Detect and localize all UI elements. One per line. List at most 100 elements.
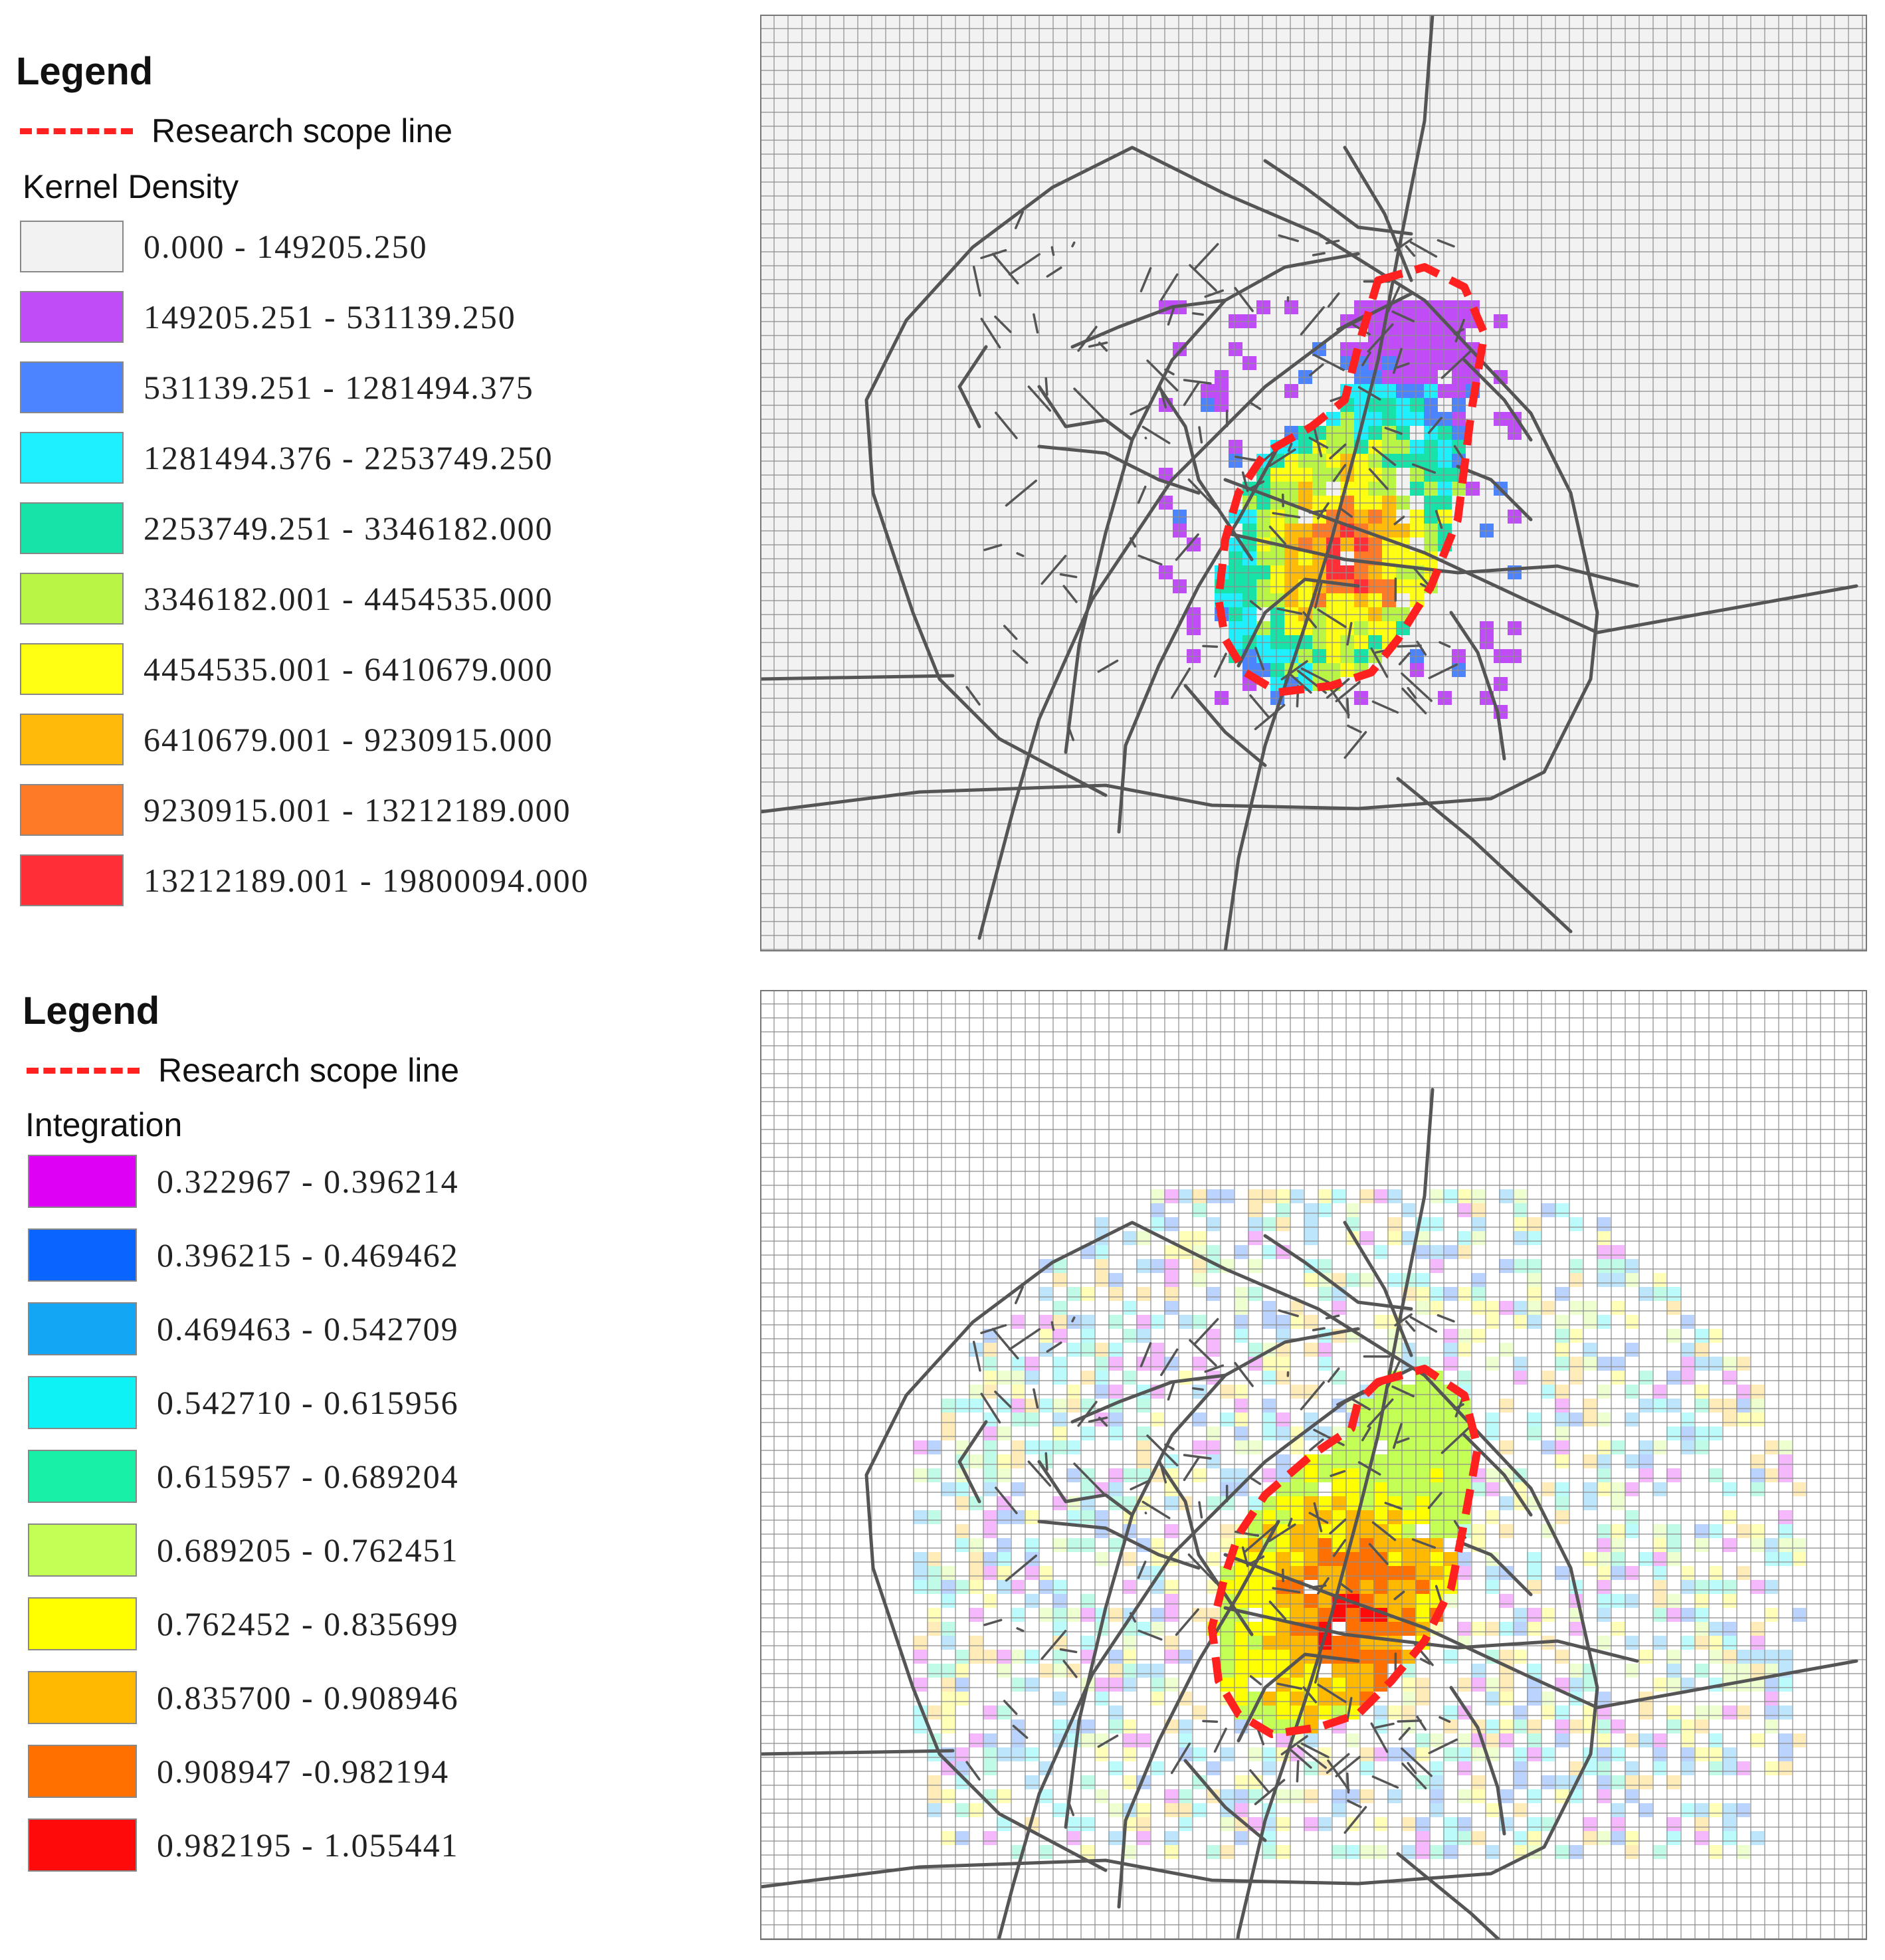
integration-cell (1527, 1747, 1541, 1761)
integration-cell (1150, 1315, 1164, 1329)
integration-cell (1415, 1399, 1429, 1413)
integration-cell (1652, 1399, 1666, 1413)
integration-cell (1359, 1761, 1373, 1775)
map-frame (760, 15, 1867, 951)
road (1037, 385, 1134, 442)
legend-class-row: 531139.251 - 1281494.375 (20, 361, 534, 413)
road (1237, 1652, 1360, 1743)
integration-cell (1401, 1426, 1415, 1440)
integration-cell (1457, 1231, 1471, 1245)
integration-cell (1262, 1552, 1276, 1566)
integration-cell (1080, 1482, 1094, 1496)
integration-cell (1457, 1733, 1471, 1747)
integration-cell (955, 1580, 969, 1594)
integration-cell (1052, 1259, 1066, 1273)
integration-cell (1471, 1664, 1485, 1678)
integration-cell (1443, 1552, 1457, 1566)
integration-cell (1680, 1315, 1694, 1329)
legend-swatch (20, 573, 124, 625)
road (1462, 358, 1533, 442)
integration-cell (1457, 1817, 1471, 1831)
integration-cell (1220, 1664, 1234, 1678)
integration-cell (1443, 1706, 1457, 1719)
integration-cell (1318, 1817, 1332, 1831)
minor-street (1411, 1538, 1437, 1549)
minor-street (1077, 1401, 1098, 1427)
integration-cell (1597, 1706, 1611, 1719)
integration-cell (1513, 1831, 1527, 1845)
minor-street (1068, 728, 1075, 741)
integration-cell (1080, 1775, 1094, 1789)
integration-cell (1108, 1413, 1122, 1426)
integration-cell (1248, 1287, 1262, 1301)
integration-cell (1443, 1496, 1457, 1510)
integration-cell (1611, 1440, 1625, 1454)
integration-cell (1597, 1580, 1611, 1594)
integration-cell (1485, 1510, 1499, 1524)
integration-cell (1499, 1301, 1513, 1315)
integration-cell (997, 1552, 1011, 1566)
integration-cell (1680, 1426, 1694, 1440)
legend-class-label: 9230915.001 - 13212189.000 (144, 791, 571, 829)
integration-cell (1262, 1399, 1276, 1413)
integration-cell (1625, 1259, 1638, 1273)
integration-cell (1555, 1440, 1569, 1454)
integration-cell (1052, 1426, 1066, 1440)
legend-subtitle: Integration (25, 1106, 183, 1143)
integration-cell (1290, 1566, 1304, 1580)
integration-cell (1694, 1719, 1708, 1733)
road (957, 345, 988, 429)
minor-street (1005, 1554, 1037, 1582)
integration-cell (1471, 1203, 1485, 1217)
minor-street (1244, 1524, 1276, 1553)
integration-cell (941, 1413, 955, 1426)
integration-cell (1429, 1510, 1443, 1524)
integration-cell (1066, 1385, 1080, 1399)
minor-street (1453, 328, 1464, 336)
minor-street (965, 1761, 981, 1781)
integration-cell (1750, 1524, 1764, 1538)
road (1456, 1539, 1533, 1597)
integration-cell (1694, 1538, 1708, 1552)
integration-cell (1485, 1803, 1499, 1817)
integration-cell (1345, 1664, 1359, 1678)
legend-class-row: 0.762452 - 0.835699 (28, 1597, 459, 1650)
integration-cell (1792, 1482, 1806, 1496)
integration-cell (1597, 1217, 1611, 1231)
integration-cell (1359, 1189, 1373, 1203)
research-scope-line (1208, 1365, 1482, 1738)
integration-cell (1443, 1524, 1457, 1538)
integration-cell (1666, 1817, 1680, 1831)
integration-cell (1597, 1273, 1611, 1287)
integration-cell (1680, 1371, 1694, 1385)
integration-cell (1108, 1538, 1122, 1552)
integration-cell (1778, 1678, 1792, 1692)
minor-street (1167, 307, 1175, 326)
integration-cell (1122, 1678, 1136, 1692)
integration-cell (1597, 1538, 1611, 1552)
integration-cell (1136, 1315, 1150, 1329)
integration-cell (1304, 1217, 1318, 1231)
minor-street (1175, 533, 1199, 561)
legend-swatch (28, 1228, 137, 1282)
integration-cell (1708, 1426, 1722, 1440)
integration-cell (1555, 1566, 1569, 1580)
integration-cell (1234, 1650, 1248, 1664)
minor-street (1435, 510, 1443, 530)
minor-street (1183, 381, 1201, 407)
integration-cell (1443, 1719, 1457, 1733)
integration-cell (955, 1454, 969, 1468)
integration-cell (997, 1664, 1011, 1678)
road (1183, 684, 1267, 767)
integration-cell (1066, 1399, 1080, 1413)
integration-cell (1666, 1608, 1680, 1622)
minor-street (1183, 379, 1212, 385)
integration-cell (1192, 1385, 1206, 1399)
integration-cell (1429, 1440, 1443, 1454)
integration-cell (1290, 1789, 1304, 1803)
integration-cell (1276, 1817, 1290, 1831)
integration-cell (927, 1622, 941, 1636)
minor-street (1428, 1738, 1458, 1755)
integration-cell (1401, 1496, 1415, 1510)
integration-cell (1318, 1678, 1332, 1692)
